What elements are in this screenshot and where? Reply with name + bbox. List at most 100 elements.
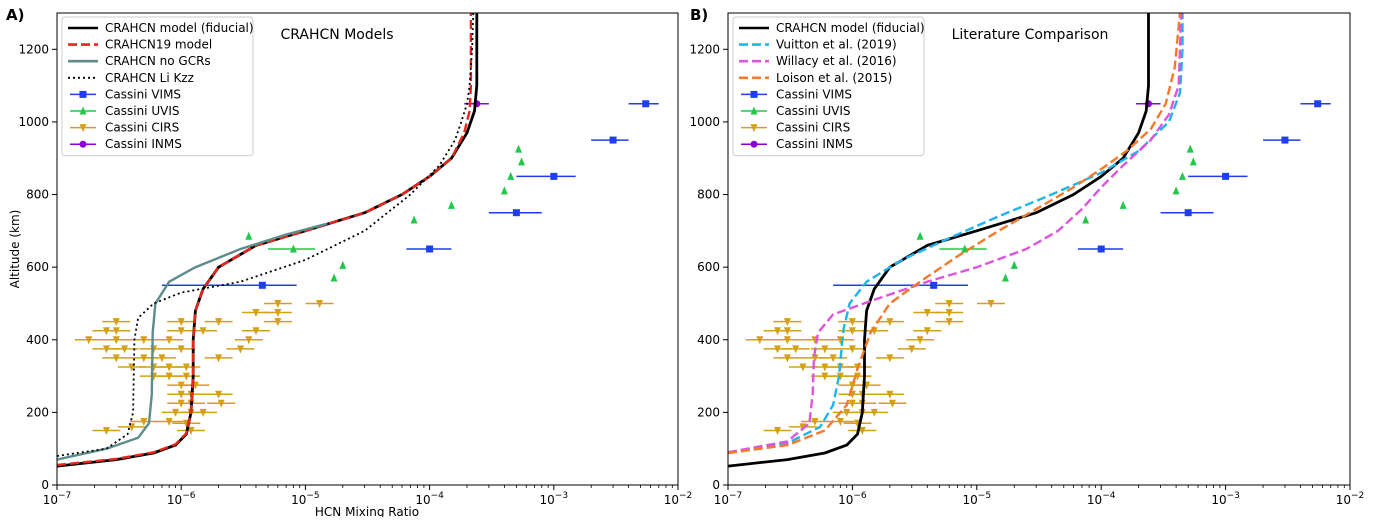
cirs-point: [886, 318, 894, 327]
y-tick-label: 400: [26, 333, 49, 347]
panel-b-title: Literature Comparison: [952, 27, 1109, 43]
x-tick-label: 10−2: [664, 491, 693, 507]
cirs-point: [165, 372, 173, 381]
cirs-point: [886, 390, 894, 399]
cirs-point: [112, 354, 120, 363]
y-tick-label: 600: [26, 260, 49, 274]
panel-a-ylabel: Altitude (km): [8, 210, 22, 289]
uvis-point: [518, 157, 526, 166]
y-tick-label: 0: [712, 478, 720, 492]
x-tick-label: 10−4: [1087, 491, 1116, 507]
cirs-point: [945, 309, 953, 318]
cirs-point: [843, 408, 851, 417]
cirs-point: [112, 327, 120, 336]
cirs-point: [182, 372, 190, 381]
legend-label: Cassini UVIS: [776, 104, 850, 118]
legend-label: Vuitton et al. (2019): [776, 38, 897, 52]
cirs-point: [199, 408, 207, 417]
cirs-point: [85, 336, 93, 345]
cirs-point: [811, 354, 819, 363]
cirs-point: [908, 345, 916, 354]
cirs-point: [870, 408, 878, 417]
cirs-point: [182, 363, 190, 372]
uvis-point: [447, 200, 455, 209]
series-line-crahcn19-model: [57, 13, 473, 467]
uvis-point: [289, 244, 297, 253]
cirs-point: [252, 309, 260, 318]
vims-point: [642, 100, 650, 108]
cirs-point: [112, 336, 120, 345]
cirs-point: [783, 354, 791, 363]
uvis-point: [339, 260, 347, 269]
x-tick-label: 10−5: [963, 491, 992, 507]
legend-marker: [750, 140, 758, 148]
cirs-point: [217, 399, 225, 408]
x-tick-label: 10−3: [540, 491, 569, 507]
cirs-point: [252, 327, 260, 336]
x-tick-label: 10−7: [43, 491, 72, 507]
x-tick-label: 10−3: [1211, 491, 1240, 507]
y-tick-label: 1000: [18, 115, 49, 129]
vims-point: [550, 172, 558, 180]
cirs-point: [836, 417, 844, 426]
x-tick-label: 10−2: [1336, 491, 1365, 507]
panel-a: A) CRAHCN Models HCN Mixing Ratio Altitu…: [6, 6, 693, 519]
cirs-point: [112, 318, 120, 327]
cirs-point: [945, 318, 953, 327]
cirs-point: [836, 372, 844, 381]
cirs-point: [829, 354, 837, 363]
cirs-point: [215, 318, 223, 327]
panel-a-xlabel: HCN Mixing Ratio: [315, 505, 419, 517]
cirs-point: [799, 363, 807, 372]
cirs-point: [165, 336, 173, 345]
cirs-point: [854, 372, 862, 381]
cirs-point: [848, 318, 856, 327]
series-line-crahcn-no-gcrs: [57, 222, 328, 461]
series-line-willacy-et-al-2016-: [728, 13, 1183, 454]
panel-a-letter: A): [6, 6, 24, 24]
vims-point: [1314, 100, 1322, 108]
vims-point: [1097, 245, 1105, 253]
legend-box: [732, 16, 925, 157]
uvis-point: [1010, 260, 1018, 269]
cirs-point: [236, 345, 244, 354]
series-line-loison-et-al-2015-: [728, 13, 1182, 455]
cirs-point: [821, 345, 829, 354]
x-tick-label: 10−7: [714, 491, 743, 507]
cirs-point: [923, 309, 931, 318]
legend-marker: [750, 124, 758, 133]
vims-point: [609, 136, 617, 144]
legend-marker: [79, 90, 87, 98]
uvis-point: [1178, 171, 1186, 180]
y-tick-label: 200: [26, 405, 49, 419]
uvis-point: [1172, 186, 1180, 195]
legend-label: CRAHCN model (fiducial): [776, 21, 925, 35]
panel-b-plot-area: [728, 13, 1331, 468]
legend-label: CRAHCN19 model: [105, 38, 212, 52]
uvis-point: [410, 215, 418, 224]
x-tick-label: 10−6: [167, 491, 196, 507]
cirs-point: [858, 427, 866, 436]
uvis-point: [1119, 200, 1127, 209]
cirs-point: [811, 417, 819, 426]
uvis-point: [1082, 215, 1090, 224]
cirs-point: [274, 318, 282, 327]
cirs-point: [774, 345, 782, 354]
cirs-point: [215, 354, 223, 363]
cirs-point: [128, 423, 136, 432]
legend-marker: [79, 140, 87, 148]
cirs-point: [245, 336, 253, 345]
uvis-point: [245, 231, 253, 240]
y-tick-label: 1200: [18, 42, 49, 56]
y-tick-label: 400: [697, 333, 720, 347]
cirs-point: [187, 427, 195, 436]
cirs-point: [177, 381, 185, 390]
cirs-point: [923, 327, 931, 336]
legend-label: Willacy et al. (2016): [776, 54, 897, 68]
legend-marker: [79, 124, 87, 133]
cirs-point: [792, 345, 800, 354]
legend-label: Loison et al. (2015): [776, 71, 892, 85]
vims-point: [1281, 136, 1289, 144]
cirs-point: [848, 345, 856, 354]
